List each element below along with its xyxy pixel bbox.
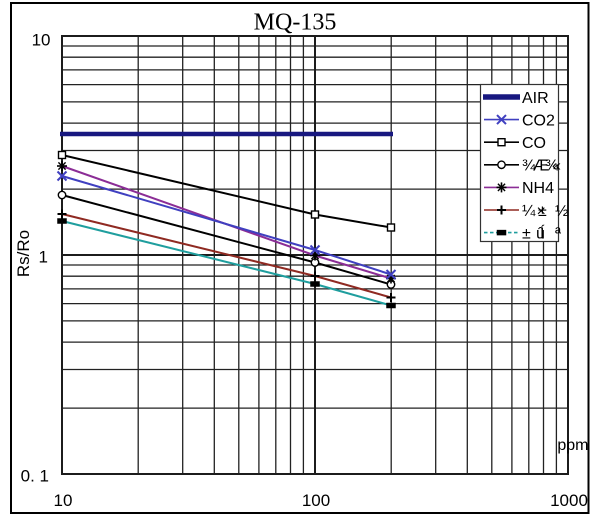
svg-text:ª: ª [555,225,561,242]
svg-text:û: û [536,225,545,242]
svg-text:NH4: NH4 [522,180,554,197]
svg-text:«: « [552,158,561,175]
svg-text:¼: ¼ [522,203,536,220]
svg-text:CO: CO [522,135,546,152]
svg-text:±: ± [522,225,531,242]
svg-text:±: ± [538,203,547,220]
svg-text:Í: Í [540,223,545,242]
svg-text:½: ½ [555,203,568,220]
svg-text:¾: ¾ [545,158,559,175]
svg-text:MQ-135: MQ-135 [254,10,337,36]
svg-text:0. 1: 0. 1 [21,467,49,486]
svg-text:100: 100 [302,491,330,510]
svg-text:AIR: AIR [522,90,549,107]
svg-text:ppm: ppm [557,437,588,454]
svg-text:CO2: CO2 [522,112,555,129]
svg-text:10: 10 [54,491,73,510]
svg-text:Æ: Æ [533,158,549,175]
svg-text:¾: ¾ [522,158,536,175]
svg-text:×: × [537,203,546,220]
svg-text:1: 1 [39,248,48,267]
svg-text:1000: 1000 [550,491,588,510]
svg-text:10: 10 [32,31,51,50]
svg-text:Rs/Ro: Rs/Ro [14,230,33,277]
